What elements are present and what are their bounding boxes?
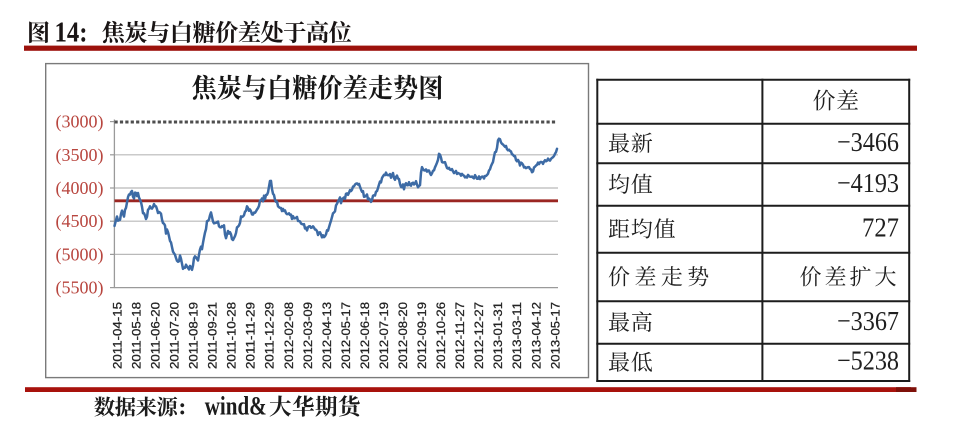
svg-text:2013-04-12: 2013-04-12 (529, 302, 543, 369)
svg-text:2011-05-18: 2011-05-18 (129, 302, 143, 369)
svg-text:(5500): (5500) (56, 278, 104, 299)
svg-text:(5000): (5000) (56, 244, 104, 265)
svg-text:2013-03-11: 2013-03-11 (510, 302, 524, 369)
svg-text:−4193: −4193 (837, 167, 899, 198)
svg-text:2011-08-19: 2011-08-19 (187, 302, 201, 369)
svg-text:wind&: wind& (205, 392, 267, 421)
svg-text:2012-06-18: 2012-06-18 (358, 302, 372, 369)
svg-text:2012-04-13: 2012-04-13 (320, 302, 334, 369)
svg-text:727: 727 (862, 212, 899, 243)
svg-text:2012-09-19: 2012-09-19 (415, 302, 429, 369)
svg-text:2013-01-31: 2013-01-31 (491, 302, 505, 369)
svg-text:2011-10-28: 2011-10-28 (225, 302, 239, 369)
svg-text:2011-12-29: 2011-12-29 (263, 302, 277, 369)
svg-text:2012-02-08: 2012-02-08 (282, 302, 296, 369)
svg-text:2013-05-17: 2013-05-17 (548, 302, 562, 369)
svg-text:14:: 14: (55, 17, 88, 49)
svg-text:2012-12-27: 2012-12-27 (472, 302, 486, 369)
svg-text:2011-09-21: 2011-09-21 (206, 302, 220, 369)
svg-text:(4000): (4000) (56, 178, 104, 199)
svg-text:(4500): (4500) (56, 211, 104, 232)
svg-text:−3466: −3466 (837, 126, 899, 157)
svg-text:−5238: −5238 (837, 345, 899, 376)
svg-text:2011-07-20: 2011-07-20 (168, 302, 182, 369)
svg-text:2012-03-09: 2012-03-09 (301, 302, 315, 369)
svg-text::: : (178, 395, 186, 421)
svg-text:2011-06-20: 2011-06-20 (149, 302, 163, 369)
svg-text:(3000): (3000) (56, 112, 104, 133)
svg-text:2012-10-26: 2012-10-26 (434, 302, 448, 369)
svg-text:2012-11-27: 2012-11-27 (453, 302, 467, 369)
svg-text:2012-05-17: 2012-05-17 (339, 302, 353, 369)
svg-text:2011-11-29: 2011-11-29 (244, 302, 258, 369)
svg-text:−3367: −3367 (837, 305, 899, 336)
svg-text:2012-08-20: 2012-08-20 (396, 302, 410, 369)
svg-text:(3500): (3500) (56, 145, 104, 166)
svg-text:2011-04-15: 2011-04-15 (110, 302, 124, 369)
svg-text:2012-07-19: 2012-07-19 (377, 302, 391, 369)
